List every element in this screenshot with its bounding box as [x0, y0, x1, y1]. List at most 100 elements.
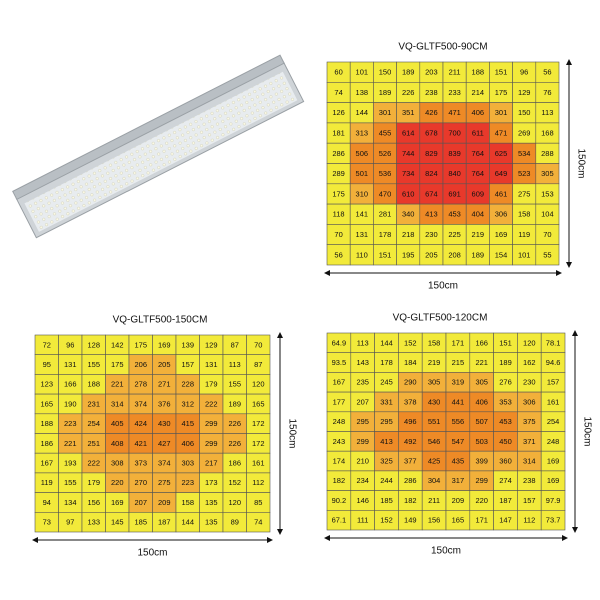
- cell-value: 73: [43, 518, 51, 527]
- height-label: 150cm: [286, 418, 297, 448]
- cell-value: 147: [499, 516, 512, 525]
- cell-value: 166: [475, 338, 488, 347]
- cell-value: 155: [87, 360, 100, 369]
- cell-value: 97: [66, 518, 74, 527]
- cell-value: 290: [404, 378, 417, 387]
- cell-value: 470: [379, 189, 392, 198]
- cell-value: 175: [495, 88, 508, 97]
- cell-value: 295: [356, 417, 369, 426]
- cell-value: 113: [357, 338, 369, 347]
- cell-value: 325: [380, 457, 393, 466]
- cell-value: 289: [332, 169, 345, 178]
- cell-value: 126: [332, 108, 345, 117]
- cell-value: 171: [452, 338, 465, 347]
- cell-value: 496: [404, 417, 417, 426]
- cell-value: 78.1: [546, 338, 561, 347]
- cell-value: 189: [472, 250, 485, 259]
- cell-value: 314: [523, 457, 536, 466]
- cell-value: 492: [404, 437, 417, 446]
- cell-value: 151: [379, 250, 392, 259]
- cell-value: 243: [333, 437, 346, 446]
- cell-value: 177: [333, 397, 346, 406]
- cell-value: 165: [452, 516, 465, 525]
- cell-value: 503: [475, 437, 488, 446]
- height-label: 150cm: [575, 148, 586, 178]
- cell-value: 824: [425, 169, 438, 178]
- cell-value: 435: [452, 457, 465, 466]
- cell-value: 153: [541, 189, 554, 198]
- cell-value: 70: [334, 230, 342, 239]
- cell-value: 611: [472, 129, 484, 138]
- cell-value: 217: [205, 459, 218, 468]
- cell-value: 151: [499, 338, 512, 347]
- cell-value: 303: [181, 459, 194, 468]
- cell-value: 377: [404, 457, 417, 466]
- cell-value: 133: [87, 518, 100, 527]
- cell-value: 221: [111, 380, 124, 389]
- cell-value: 625: [495, 149, 508, 158]
- cell-value: 73.7: [546, 516, 561, 525]
- cell-value: 299: [205, 419, 218, 428]
- cell-value: 205: [425, 250, 438, 259]
- cell-value: 169: [111, 498, 124, 507]
- cell-value: 110: [356, 250, 368, 259]
- cell-value: 189: [228, 399, 241, 408]
- cell-value: 152: [380, 516, 393, 525]
- cell-value: 305: [541, 169, 554, 178]
- cell-value: 181: [332, 129, 345, 138]
- cell-value: 128: [87, 340, 100, 349]
- cell-value: 90.2: [332, 496, 347, 505]
- cell-value: 87: [231, 340, 239, 349]
- cell-value: 154: [495, 250, 508, 259]
- cell-value: 406: [181, 439, 194, 448]
- cell-value: 299: [205, 439, 218, 448]
- cell-value: 87: [254, 360, 262, 369]
- heatmap-grid: VQ-GLTF500-90CM 60 101 150 189 203 211 188 151 96…: [324, 42, 586, 292]
- cell-value: 178: [379, 230, 392, 239]
- cell-value: 155: [228, 380, 241, 389]
- cell-value: 313: [356, 129, 369, 138]
- cell-value: 104: [541, 210, 554, 219]
- cell-value: 427: [158, 439, 171, 448]
- cell-value: 187: [158, 518, 171, 527]
- cell-value: 235: [356, 378, 369, 387]
- cell-value: 210: [356, 457, 369, 466]
- cell-value: 374: [158, 459, 171, 468]
- cell-value: 276: [499, 378, 512, 387]
- cell-value: 226: [228, 439, 241, 448]
- heatmap-grid: VQ-GLTF500-120CM 64.9 113 144 152 158 171 166 15…: [324, 313, 592, 557]
- cell-value: 374: [134, 399, 147, 408]
- cell-value: 308: [111, 459, 124, 468]
- cell-value: 175: [332, 189, 345, 198]
- cell-value: 534: [518, 149, 531, 158]
- cell-value: 455: [379, 129, 392, 138]
- cell-value: 424: [134, 419, 147, 428]
- cell-value: 281: [379, 210, 392, 219]
- cell-value: 72: [43, 340, 51, 349]
- cell-value: 142: [111, 340, 124, 349]
- cell-value: 614: [402, 129, 415, 138]
- cell-value: 506: [356, 149, 369, 158]
- cell-value: 304: [428, 476, 441, 485]
- cell-value: 94: [43, 498, 51, 507]
- cell-value: 186: [228, 459, 241, 468]
- cell-value: 278: [134, 380, 147, 389]
- cell-value: 67.1: [332, 516, 347, 525]
- cell-value: 135: [205, 498, 218, 507]
- cell-value: 238: [523, 476, 536, 485]
- cell-value: 221: [64, 439, 77, 448]
- cell-value: 173: [205, 478, 218, 487]
- cell-value: 507: [475, 417, 488, 426]
- cell-value: 406: [472, 108, 485, 117]
- cell-value: 158: [518, 210, 531, 219]
- cell-value: 222: [87, 459, 100, 468]
- cell-value: 184: [404, 358, 417, 367]
- cell-value: 426: [425, 108, 438, 117]
- cell: [535, 244, 560, 266]
- cell-value: 113: [229, 360, 241, 369]
- cell-value: 167: [40, 459, 53, 468]
- cell-value: 373: [134, 459, 147, 468]
- cell-value: 207: [134, 498, 147, 507]
- cell-value: 221: [475, 358, 488, 367]
- cell-value: 312: [181, 399, 194, 408]
